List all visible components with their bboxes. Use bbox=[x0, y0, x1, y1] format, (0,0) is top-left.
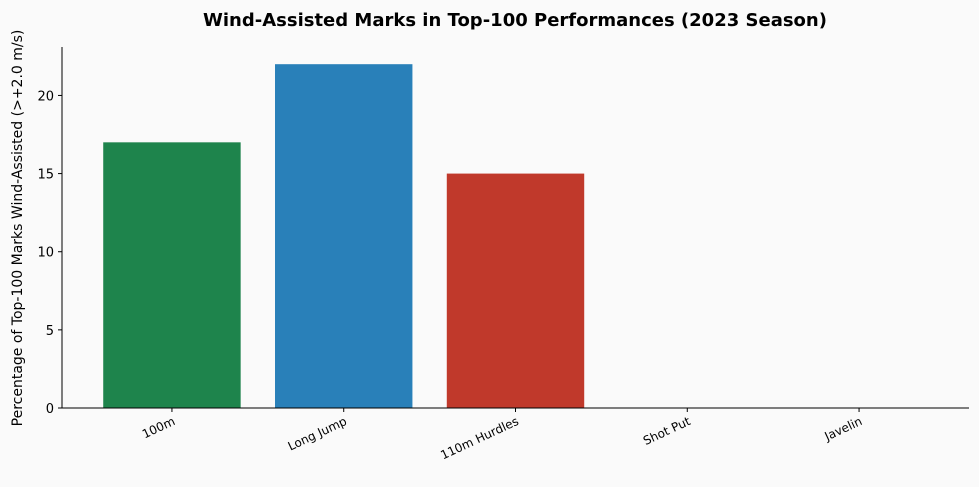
x-tick-label: 110m Hurdles bbox=[438, 414, 520, 462]
y-tick-label: 0 bbox=[46, 402, 54, 417]
x-tick-label: Javelin bbox=[822, 414, 865, 444]
bar-long-jump bbox=[275, 64, 413, 408]
x-tick-label: Shot Put bbox=[641, 414, 693, 448]
x-tick-label: Long Jump bbox=[286, 414, 349, 453]
y-tick-label: 20 bbox=[37, 89, 54, 104]
y-tick-label: 10 bbox=[37, 246, 54, 261]
bar-110m-hurdles bbox=[446, 173, 585, 408]
y-axis-label: Percentage of Top-100 Marks Wind-Assiste… bbox=[10, 30, 26, 427]
y-tick-label: 5 bbox=[46, 324, 54, 339]
bar-100m bbox=[103, 142, 241, 408]
chart-title: Wind-Assisted Marks in Top-100 Performan… bbox=[203, 10, 827, 31]
y-tick-label: 15 bbox=[37, 168, 54, 183]
x-tick-label: 100m bbox=[140, 414, 177, 441]
